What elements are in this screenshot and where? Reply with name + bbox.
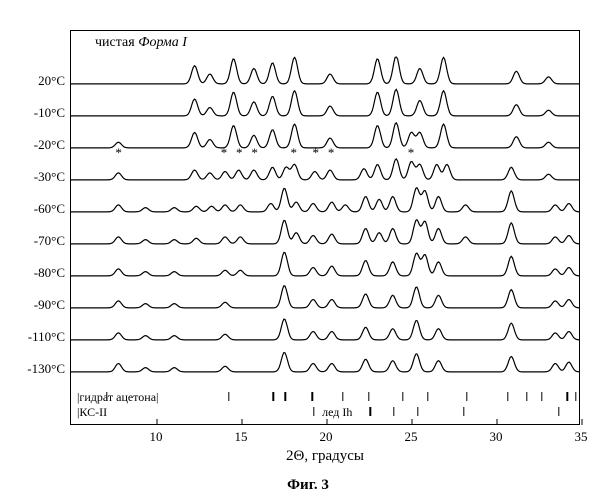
xrd-trace — [71, 55, 579, 85]
reference-tick — [507, 392, 508, 401]
trace-label: -80°C — [34, 265, 71, 281]
xrd-trace — [71, 311, 579, 341]
reference-tick — [368, 392, 369, 401]
reference-tick — [313, 407, 314, 416]
trace-label: -110°C — [28, 329, 71, 345]
x-axis-title-text: 2Θ, градусы — [286, 448, 364, 464]
plot-area: * * * * * * * * |гидрат ацетона||КС-II лед Ih — [71, 31, 579, 424]
xrd-trace — [71, 151, 579, 181]
tick-row-label-left: |КС-II — [77, 405, 107, 420]
x-tick-label: 20 — [320, 429, 333, 445]
reference-tick — [284, 392, 285, 401]
reference-tick-row: |КС-II лед Ih — [71, 407, 579, 417]
xrd-trace — [71, 279, 579, 309]
trace-label: -60°C — [34, 201, 71, 217]
trace-label: -130°C — [27, 361, 71, 377]
trace-label: -70°C — [34, 233, 71, 249]
xrd-trace — [71, 183, 579, 213]
star-marker: * — [115, 145, 122, 161]
x-axis-title: 2Θ, градусы — [286, 448, 364, 465]
reference-tick — [312, 392, 313, 401]
figure-label: Фиг. 3 — [287, 477, 329, 494]
xrd-trace — [71, 215, 579, 245]
reference-tick — [402, 392, 403, 401]
x-tick-label: 30 — [490, 429, 503, 445]
star-marker: * — [328, 145, 335, 161]
reference-tick — [342, 392, 343, 401]
star-marker: * — [221, 145, 228, 161]
tick-row-label-left: |гидрат ацетона| — [77, 390, 158, 405]
star-marker: * — [236, 145, 243, 161]
tick-row-label-right: лед Ih — [322, 405, 352, 420]
star-marker: * — [313, 145, 320, 161]
trace-label: -20°C — [34, 137, 71, 153]
x-tick-label: 35 — [575, 429, 588, 445]
xrd-trace — [71, 343, 579, 373]
reference-tick — [427, 392, 428, 401]
reference-tick — [541, 392, 542, 401]
reference-tick — [273, 392, 274, 401]
reference-tick — [558, 407, 559, 416]
xrd-trace — [71, 87, 579, 117]
star-marker: * — [251, 145, 258, 161]
trace-label: 20°C — [38, 73, 71, 89]
trace-label: -30°C — [34, 169, 71, 185]
reference-tick — [417, 407, 418, 416]
reference-tick — [228, 392, 229, 401]
reference-tick — [466, 392, 467, 401]
reference-tick — [567, 392, 568, 401]
reference-tick — [393, 407, 394, 416]
xrd-trace — [71, 119, 579, 149]
star-marker: * — [408, 145, 415, 161]
reference-tick — [526, 392, 527, 401]
xrd-trace — [71, 247, 579, 277]
reference-tick — [463, 407, 464, 416]
star-marker: * — [290, 145, 297, 161]
x-tick-label: 25 — [405, 429, 418, 445]
x-tick-label: 10 — [150, 429, 163, 445]
reference-tick-row: |гидрат ацетона| — [71, 392, 579, 402]
trace-label: -90°C — [34, 297, 71, 313]
chart-frame: чистая Форма I ********|гидрат ацетона||… — [70, 30, 580, 425]
x-tick-label: 15 — [235, 429, 248, 445]
reference-tick — [575, 392, 576, 401]
reference-tick — [369, 407, 370, 416]
trace-label: -10°C — [34, 105, 71, 121]
